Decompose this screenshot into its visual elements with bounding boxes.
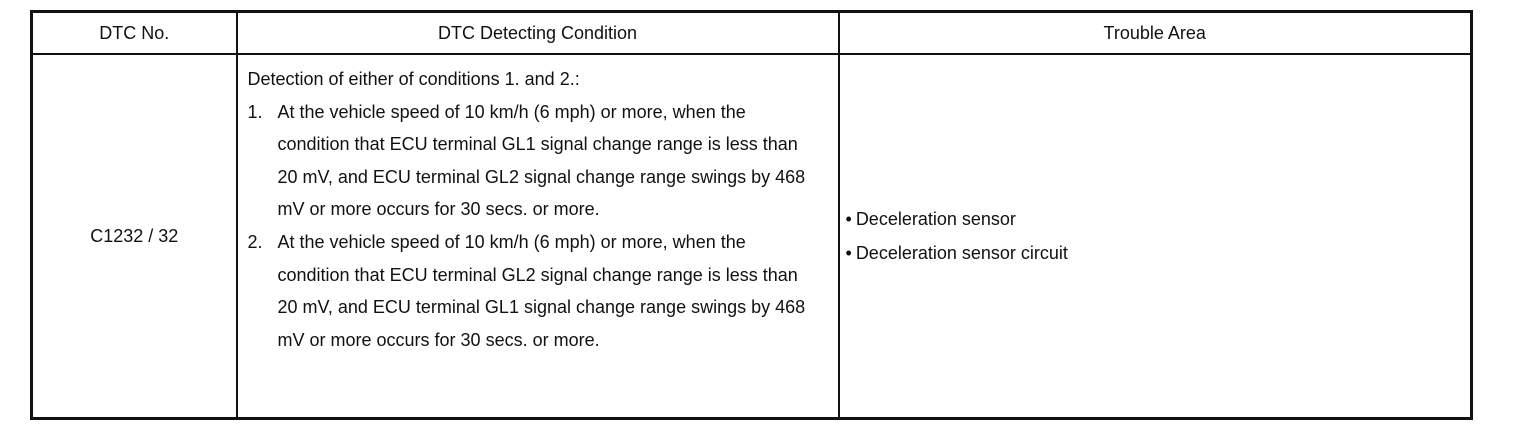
table-row: C1232 / 32 Detection of either of conditi… — [30, 53, 1473, 420]
header-cell: Trouble Area — [837, 10, 1473, 55]
table-body: C1232 / 32 Detection of either of conditi… — [30, 53, 1473, 420]
item-marker: 1. — [247, 101, 263, 122]
item-text: At the vehicle speed of 10 km/h (6 mph) … — [277, 231, 806, 350]
condition-item: 1. At the vehicle speed of 10 km/h (6 mph… — [248, 96, 826, 226]
header-cell: DTC Detecting Condition — [235, 10, 840, 55]
condition-item: 2. At the vehicle speed of 10 km/h (6 mph… — [248, 226, 826, 356]
dtc-number: C1232 / 32 — [30, 53, 238, 420]
trouble-item: Deceleration sensor circuit — [846, 236, 1470, 270]
trouble-list: Deceleration sensorDeceleration sensor c… — [846, 202, 1470, 270]
item-text: At the vehicle speed of 10 km/h (6 mph) … — [277, 101, 806, 220]
dtc-table: DTC No. DTC Detecting Condition Trouble Ar… — [30, 10, 1473, 420]
trouble-item: Deceleration sensor — [846, 202, 1470, 236]
condition-intro: Detection of either of conditions 1. and… — [247, 69, 580, 89]
header-row: DTC No. DTC Detecting Condition Trouble Ar… — [30, 10, 1473, 55]
header-cell: DTC No. — [30, 10, 238, 55]
condition-cell: Detection of either of conditions 1. and… — [235, 53, 840, 420]
trouble-area-cell: Deceleration sensorDeceleration sensor c… — [837, 53, 1473, 420]
item-marker: 2. — [247, 231, 263, 252]
